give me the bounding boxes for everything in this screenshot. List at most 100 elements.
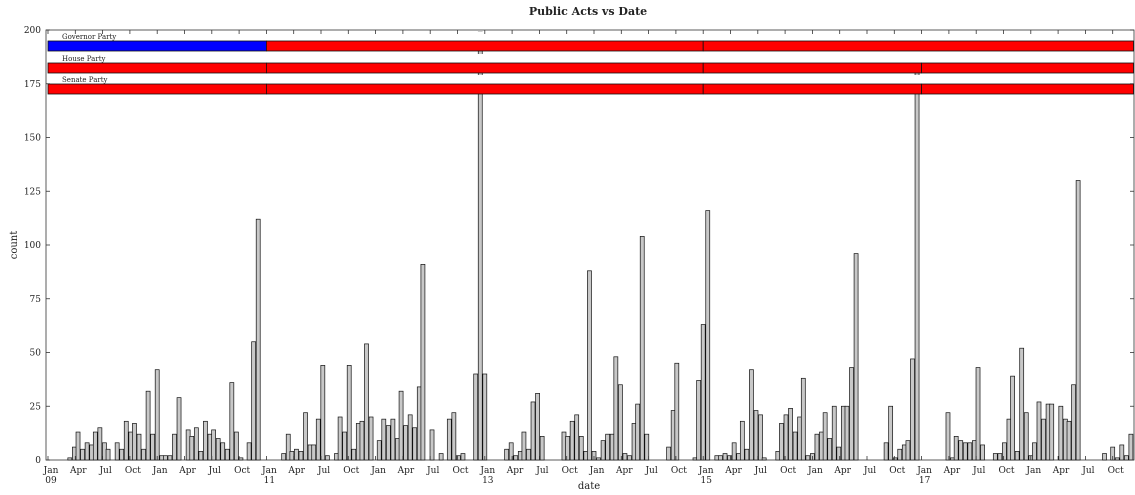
x-tick-label: Apr — [397, 466, 415, 476]
bar — [460, 453, 466, 461]
bar — [761, 457, 767, 461]
party-band-segment — [702, 62, 923, 74]
x-tick-label: Oct — [889, 466, 905, 476]
x-tick-label: Apr — [615, 466, 633, 476]
bar — [696, 380, 702, 461]
x-tick-label: Apr — [724, 466, 742, 476]
bar — [234, 431, 239, 461]
bar — [251, 341, 257, 461]
x-tick-label: Apr — [943, 466, 961, 476]
bar — [281, 453, 287, 461]
bar — [84, 442, 90, 461]
bar — [385, 425, 391, 461]
bar — [193, 427, 199, 461]
bar — [574, 414, 580, 461]
bar — [627, 455, 632, 461]
party-band-segment — [265, 62, 704, 74]
bar — [758, 414, 763, 461]
bar — [1114, 457, 1120, 461]
x-tick-label: Jan — [261, 466, 277, 476]
bar — [1128, 433, 1134, 461]
party-band-segment — [265, 83, 704, 95]
bar — [805, 455, 811, 461]
bar — [1041, 418, 1046, 461]
bar — [438, 453, 444, 461]
bar — [298, 451, 304, 461]
x-tick-label: Jul — [754, 466, 767, 476]
bar — [779, 423, 784, 461]
bar — [1119, 444, 1125, 461]
bar — [731, 442, 737, 461]
bar — [346, 365, 352, 461]
y-tick-label: 75 — [30, 295, 42, 305]
bar — [997, 453, 1003, 461]
bar — [888, 405, 894, 461]
bar — [105, 448, 111, 461]
bar — [753, 410, 759, 461]
bar — [215, 438, 221, 461]
bar — [446, 418, 452, 461]
bar — [289, 451, 295, 461]
party-band-label: Senate Party — [62, 76, 108, 84]
x-tick-year: 17 — [919, 476, 931, 486]
x-tick-label: Jan — [698, 466, 714, 476]
bar — [1002, 442, 1007, 461]
bar — [150, 433, 155, 461]
bar — [587, 270, 592, 461]
bar — [390, 418, 396, 461]
x-tick-year: 09 — [45, 476, 57, 486]
bar — [75, 431, 81, 461]
bars-layer — [67, 31, 1134, 461]
bar — [398, 390, 404, 461]
party-band-segment — [702, 83, 923, 95]
bar — [521, 431, 527, 461]
bar — [1036, 401, 1042, 461]
bar — [325, 455, 330, 461]
x-tick-label: Oct — [1108, 466, 1124, 476]
bar — [114, 442, 120, 461]
bar — [167, 455, 173, 461]
x-tick-label: Jan — [479, 466, 495, 476]
x-tick-label: Apr — [178, 466, 196, 476]
x-tick-label: Jul — [426, 466, 439, 476]
bar — [727, 455, 732, 461]
x-tick-label: Jul — [863, 466, 876, 476]
bar — [1058, 405, 1064, 461]
bar — [136, 433, 142, 461]
bar — [958, 440, 964, 461]
bar — [1049, 403, 1055, 461]
bar — [229, 382, 235, 461]
bar — [311, 444, 317, 461]
bar — [285, 433, 291, 461]
bar — [482, 373, 488, 461]
bar — [123, 420, 129, 461]
bar — [320, 365, 326, 461]
y-tick-label: 100 — [24, 241, 41, 251]
bar — [535, 393, 540, 461]
bar — [892, 457, 898, 461]
x-tick-label: Jan — [43, 466, 59, 476]
x-tick-label: Jan — [916, 466, 932, 476]
x-tick-label: Oct — [452, 466, 468, 476]
x-tick-label: Jul — [644, 466, 657, 476]
bar — [172, 433, 177, 461]
party-band-label-bg — [46, 54, 1134, 63]
bar — [224, 448, 230, 461]
bar — [504, 448, 509, 461]
x-tick-label: Apr — [833, 466, 851, 476]
y-axis: 0 25 50 75 100 125 150 175 200 — [24, 26, 1134, 466]
x-tick-label: Apr — [287, 466, 305, 476]
x-tick-label: Oct — [562, 466, 578, 476]
y-axis-label: count — [9, 231, 20, 260]
bar — [477, 31, 483, 461]
bar — [1123, 455, 1129, 461]
bar — [429, 429, 435, 461]
bar — [92, 431, 98, 461]
x-tick-year: 13 — [482, 476, 494, 486]
x-tick-label: Jan — [589, 466, 605, 476]
x-axis-label: date — [578, 481, 600, 491]
bar — [814, 433, 820, 461]
party-band-segment — [921, 83, 1134, 95]
bar — [364, 343, 369, 461]
bar — [119, 448, 125, 461]
